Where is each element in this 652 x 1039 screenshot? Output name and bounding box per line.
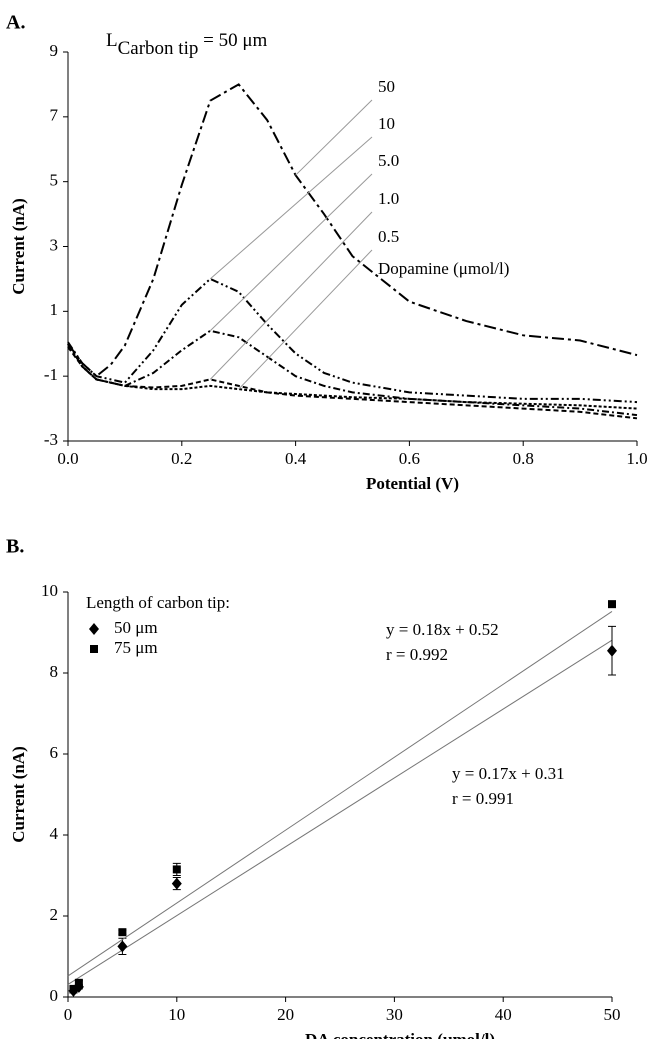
series-label: 1.0 (378, 189, 399, 208)
leader-line (209, 136, 373, 280)
point (69, 984, 78, 993)
fit-line (67, 639, 613, 985)
y-tick-label: -3 (44, 430, 58, 449)
x-axis-title: Potential (V) (366, 474, 459, 493)
x-tick-label: 0.0 (57, 449, 78, 468)
point (607, 644, 617, 657)
series-label: 10 (378, 114, 395, 133)
fit-equation: y = 0.17x + 0.31 (452, 764, 565, 783)
x-tick-label: 50 (604, 1005, 621, 1024)
x-tick-label: 0.6 (399, 449, 420, 468)
x-tick-label: 30 (386, 1005, 403, 1024)
point (608, 600, 616, 609)
y-tick-label: 6 (50, 743, 59, 762)
legend-label: 75 μm (114, 638, 158, 657)
y-tick-label: 7 (50, 106, 59, 125)
series-line (67, 83, 638, 378)
y-tick-label: 4 (50, 824, 59, 843)
point (171, 877, 182, 890)
series-caption: Dopamine (μmol/l) (378, 259, 509, 278)
y-tick-label: 0 (50, 986, 59, 1005)
y-tick-label: 1 (50, 300, 59, 319)
leader-line (209, 173, 373, 332)
series-line (67, 329, 638, 417)
series-line (67, 343, 638, 410)
leader-line (238, 249, 373, 390)
x-tick-label: 40 (495, 1005, 512, 1024)
point (118, 928, 127, 937)
series-label: 5.0 (378, 151, 399, 170)
y-axis-title: Current (nA) (9, 746, 28, 842)
fit-r: r = 0.991 (452, 789, 514, 808)
y-axis-title: Current (nA) (9, 198, 28, 294)
x-tick-label: 1.0 (626, 449, 647, 468)
point (74, 978, 83, 987)
leader-line (295, 99, 373, 176)
y-tick-label: 5 (50, 171, 59, 190)
annotation-rest: = 50 μm (198, 30, 267, 51)
x-tick-label: 0.8 (513, 449, 534, 468)
series-line (67, 277, 638, 404)
leader-line (209, 211, 373, 380)
point (172, 865, 181, 874)
y-tick-label: 2 (50, 905, 59, 924)
y-tick-label: 8 (50, 662, 59, 681)
x-tick-label: 20 (277, 1005, 294, 1024)
point (117, 940, 128, 953)
series-label: 0.5 (378, 227, 399, 246)
y-tick-label: 9 (50, 41, 59, 60)
fit-line (67, 611, 613, 977)
legend-marker (89, 623, 99, 635)
x-tick-label: 0 (64, 1005, 73, 1024)
annotation-main: L (106, 30, 118, 51)
series-line (67, 346, 638, 420)
x-axis-title: DA concentration (μmol/l) (305, 1030, 495, 1039)
legend-title: Length of carbon tip: (86, 593, 230, 612)
fit-equation: y = 0.18x + 0.52 (386, 620, 499, 639)
legend-label: 50 μm (114, 618, 158, 637)
panel-label: B. (6, 536, 24, 558)
annotation-sub: Carbon tip (118, 38, 199, 59)
panel-label: A. (6, 12, 25, 34)
x-tick-label: 10 (168, 1005, 185, 1024)
series-label: 50 (378, 77, 395, 96)
y-tick-label: -1 (44, 365, 58, 384)
annotation: LCarbon tip = 50 μm (106, 30, 268, 59)
y-tick-label: 3 (50, 235, 59, 254)
x-tick-label: 0.2 (171, 449, 192, 468)
legend-marker (90, 645, 98, 653)
x-tick-label: 0.4 (285, 449, 307, 468)
fit-r: r = 0.992 (386, 645, 448, 664)
y-tick-label: 10 (41, 581, 58, 600)
